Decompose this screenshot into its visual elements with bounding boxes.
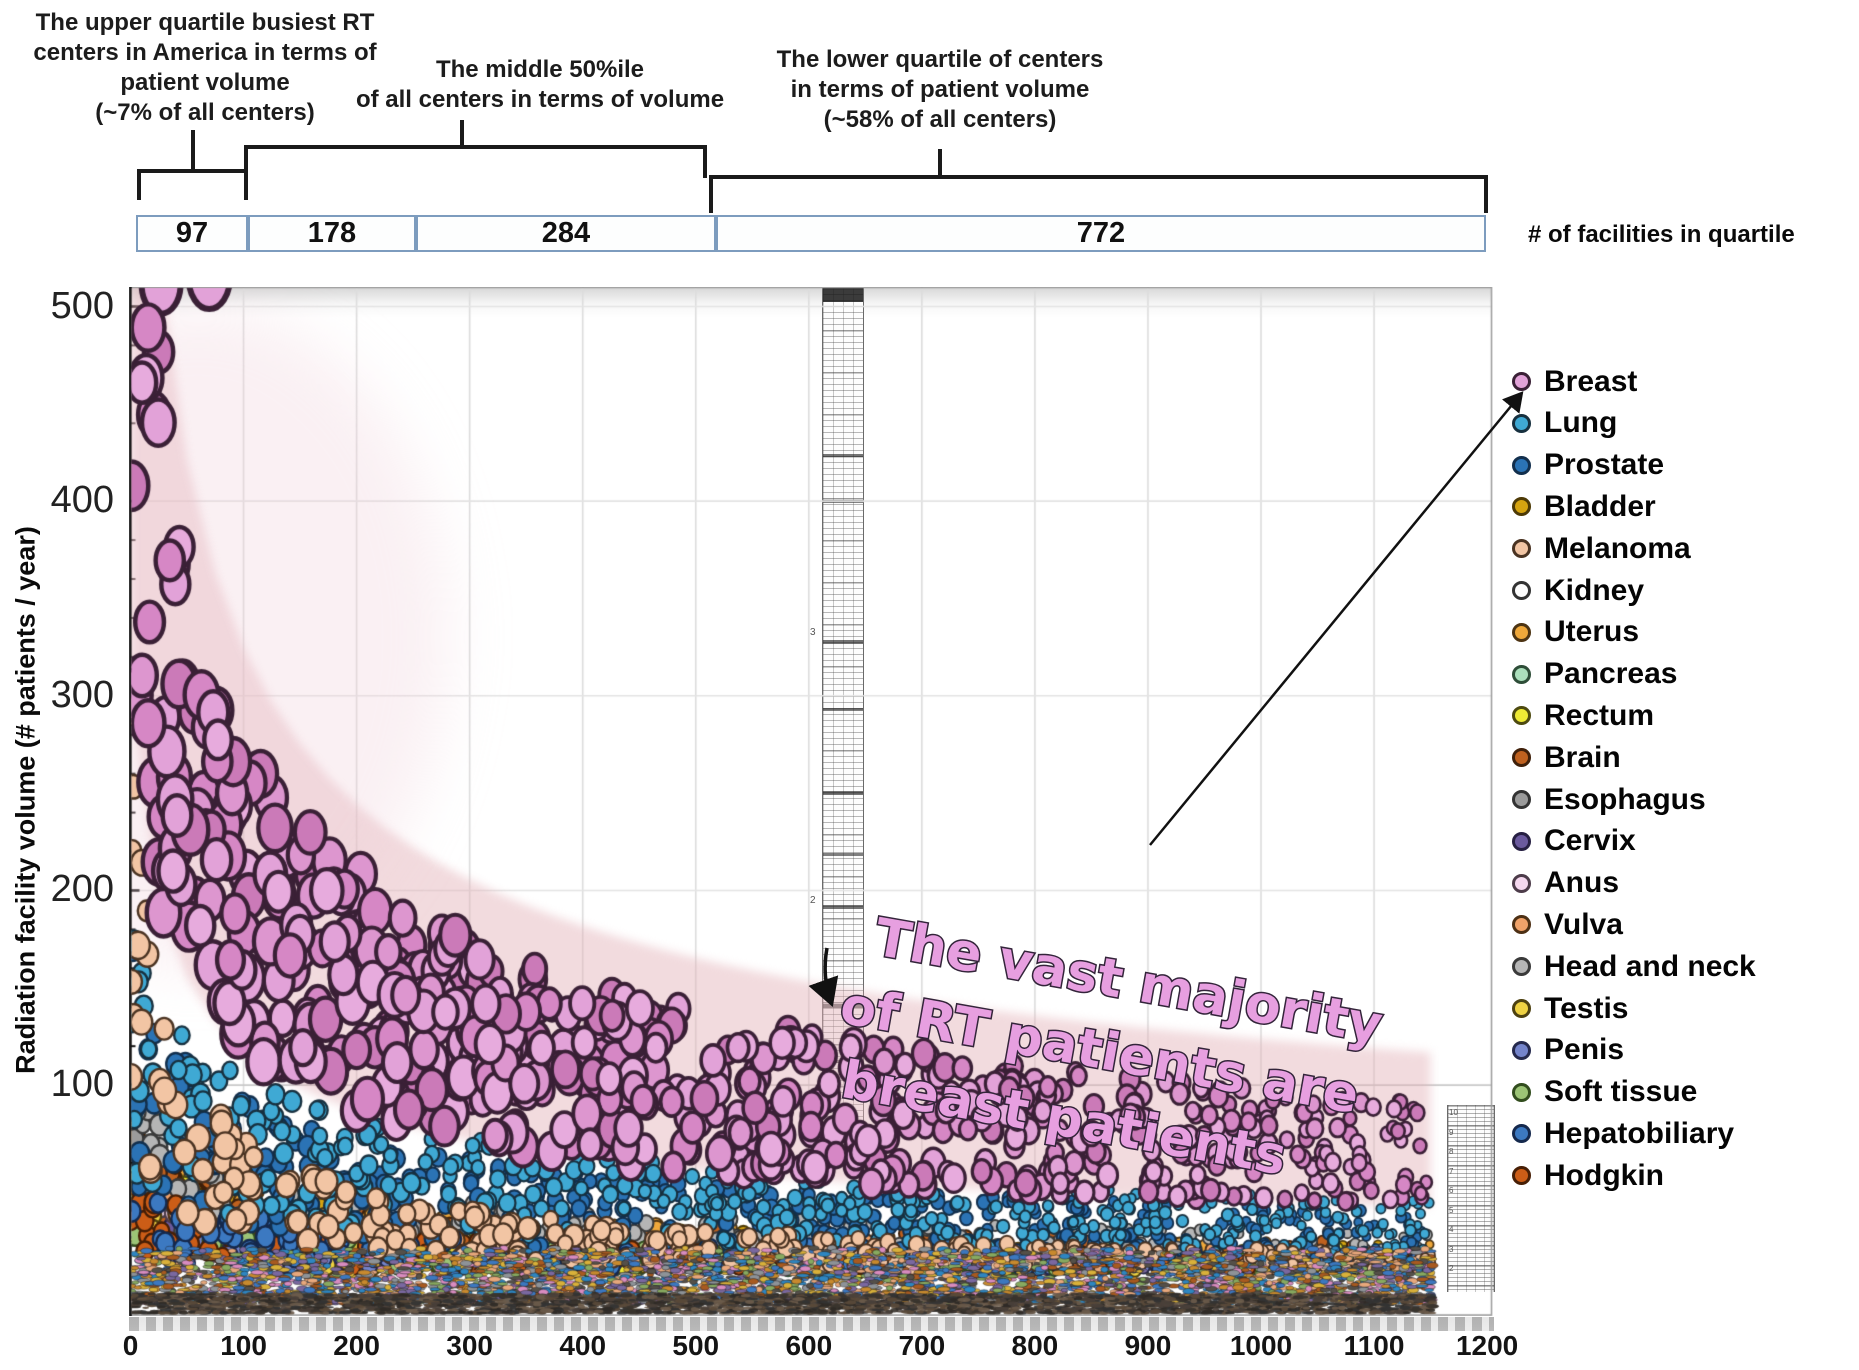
- legend-label-rectum: Rectum: [1544, 698, 1655, 732]
- legend-label-anus: Anus: [1544, 866, 1619, 900]
- y-tick-500: 500: [50, 284, 114, 327]
- vulva-legend-dot-icon: [1512, 915, 1531, 935]
- x-tick-500: 500: [672, 1330, 720, 1361]
- melanoma-legend-dot-icon: [1512, 539, 1531, 559]
- legend-label-esophagus: Esophagus: [1544, 782, 1706, 816]
- y-tick-300: 300: [50, 673, 114, 716]
- y-tick-400: 400: [50, 479, 114, 522]
- annotation-lower-quartile: The lower quartile of centers in terms o…: [776, 46, 1104, 133]
- uterus-legend-dot-icon: [1512, 622, 1531, 642]
- legend-item-melanoma: Melanoma: [1512, 531, 1857, 567]
- legend-item-kidney: Kidney: [1512, 573, 1857, 609]
- quartile-cell-284: 284: [416, 215, 716, 252]
- legend-label-kidney: Kidney: [1544, 573, 1645, 607]
- legend-label-head-and-neck: Head and neck: [1544, 949, 1756, 983]
- prostate-legend-dot-icon: [1512, 455, 1531, 475]
- legend-item-hodgkin: Hodgkin: [1512, 1158, 1857, 1194]
- legend-label-bladder: Bladder: [1544, 489, 1656, 523]
- soft-tissue-legend-dot-icon: [1512, 1082, 1531, 1102]
- brain-legend-dot-icon: [1512, 748, 1531, 768]
- x-tick-100: 100: [220, 1330, 267, 1361]
- anus-legend-dot-icon: [1512, 873, 1531, 893]
- hepatobiliary-legend-dot-icon: [1512, 1124, 1531, 1144]
- rectum-legend-dot-icon: [1512, 706, 1531, 726]
- legend-item-anus: Anus: [1512, 865, 1857, 901]
- legend-label-penis: Penis: [1544, 1033, 1625, 1067]
- axis-noise-strip-artifact: [129, 1317, 1494, 1331]
- head-and-neck-legend-dot-icon: [1512, 957, 1531, 977]
- kidney-legend-dot-icon: [1512, 581, 1531, 600]
- legend-item-uterus: Uterus: [1512, 614, 1857, 650]
- hodgkin-legend-dot-icon: [1512, 1166, 1531, 1186]
- x-tick-1000: 1000: [1229, 1330, 1293, 1361]
- x-tick-700: 700: [898, 1330, 946, 1361]
- legend-label-prostate: Prostate: [1544, 448, 1665, 482]
- legend-label-brain: Brain: [1544, 740, 1621, 774]
- legend-label-uterus: Uterus: [1544, 615, 1640, 649]
- lung-legend-dot-icon: [1512, 413, 1531, 433]
- legend-item-bladder: Bladder: [1512, 489, 1857, 525]
- legend-label-breast: Breast: [1544, 364, 1638, 398]
- x-tick-0: 0: [122, 1330, 139, 1361]
- esophagus-legend-dot-icon: [1512, 790, 1531, 809]
- bladder-legend-dot-icon: [1512, 497, 1531, 517]
- legend-label-pancreas: Pancreas: [1544, 657, 1678, 691]
- quartile-bar-caption: # of facilities in quartile: [1528, 220, 1795, 248]
- x-tick-400: 400: [559, 1330, 607, 1361]
- legend-label-hepatobiliary: Hepatobiliary: [1544, 1116, 1735, 1150]
- legend-label-cervix: Cervix: [1544, 824, 1636, 858]
- legend-item-brain: Brain: [1512, 740, 1857, 776]
- legend-item-testis: Testis: [1512, 991, 1857, 1027]
- cervix-legend-dot-icon: [1512, 831, 1531, 851]
- x-tick-1100: 1100: [1343, 1330, 1405, 1361]
- legend-item-hepatobiliary: Hepatobiliary: [1512, 1116, 1857, 1152]
- pancreas-legend-dot-icon: [1512, 664, 1531, 684]
- annotation-middle-50percentile: The middle 50%ile of all centers in term…: [355, 56, 725, 113]
- legend-item-vulva: Vulva: [1512, 907, 1857, 943]
- legend-item-cervix: Cervix: [1512, 823, 1857, 859]
- x-tick-900: 900: [1124, 1330, 1172, 1361]
- quartile-cell-97: 97: [136, 215, 248, 252]
- legend-label-testis: Testis: [1544, 991, 1629, 1025]
- breast-legend-dot-icon: [1512, 372, 1531, 391]
- annotation-upper-quartile: The upper quartile busiest RT centers in…: [33, 9, 377, 126]
- x-tick-600: 600: [785, 1330, 833, 1361]
- y-tick-100: 100: [50, 1063, 114, 1106]
- x-tick-800: 800: [1011, 1330, 1059, 1361]
- legend-label-hodgkin: Hodgkin: [1544, 1158, 1664, 1192]
- legend-label-lung: Lung: [1544, 406, 1618, 440]
- y-tick-200: 200: [50, 868, 114, 911]
- y-axis-title: Radiation facility volume (# patients / …: [10, 526, 41, 1074]
- penis-legend-dot-icon: [1512, 1040, 1531, 1060]
- legend-item-esophagus: Esophagus: [1512, 782, 1857, 818]
- x-tick-200: 200: [333, 1330, 380, 1361]
- legend-item-pancreas: Pancreas: [1512, 656, 1857, 692]
- legend-item-prostate: Prostate: [1512, 447, 1857, 483]
- facilities-quartile-bar: 97 178 284 772: [136, 215, 1486, 252]
- legend-label-melanoma: Melanoma: [1544, 531, 1691, 565]
- legend-item-rectum: Rectum: [1512, 698, 1857, 734]
- quartile-cell-772: 772: [716, 215, 1486, 252]
- legend-item-head-and-neck: Head and neck: [1512, 949, 1857, 985]
- x-tick-1200: 1200: [1455, 1330, 1519, 1361]
- legend-item-breast: Breast: [1512, 364, 1857, 400]
- testis-legend-dot-icon: [1512, 999, 1531, 1018]
- x-tick-300: 300: [446, 1330, 493, 1361]
- quartile-cell-178: 178: [248, 215, 416, 252]
- legend-item-lung: Lung: [1512, 405, 1857, 441]
- legend-label-soft-tissue: Soft tissue: [1544, 1075, 1698, 1109]
- legend-item-penis: Penis: [1512, 1032, 1857, 1068]
- legend-label-vulva: Vulva: [1544, 907, 1623, 941]
- legend-item-soft-tissue: Soft tissue: [1512, 1074, 1857, 1110]
